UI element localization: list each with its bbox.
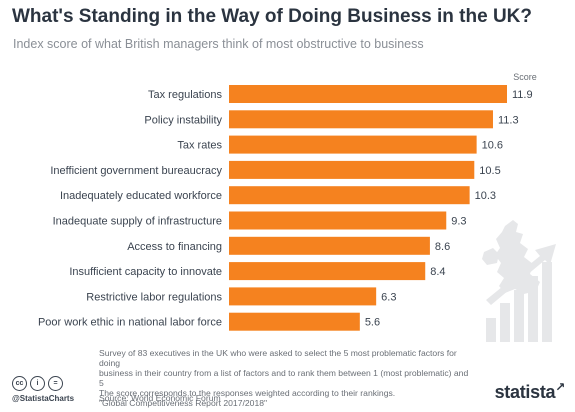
license-icons: cc i = — [12, 376, 63, 391]
value-column-header: Score — [513, 72, 537, 82]
value-label: 8.4 — [430, 266, 445, 278]
category-label: Inadequately educated workforce — [60, 190, 222, 202]
bar[interactable] — [229, 85, 507, 103]
category-label: Inadequate supply of infrastructure — [53, 216, 222, 228]
decor-bar — [542, 262, 552, 342]
arrow-icon — [486, 244, 556, 305]
creative-commons-icon[interactable]: cc — [12, 376, 27, 391]
value-label: 8.6 — [435, 241, 450, 253]
bar[interactable] — [229, 262, 426, 281]
decor-graphic — [482, 220, 556, 342]
brand-name: statista — [494, 382, 556, 402]
footnote-line: business in their country from a list of… — [99, 368, 469, 388]
category-label: Policy instability — [144, 114, 222, 126]
value-label: 6.3 — [381, 291, 396, 303]
bar-series: Tax regulations 11.9 Policy instability 11.… — [38, 85, 533, 331]
value-label: 5.6 — [365, 317, 380, 329]
bar[interactable] — [229, 211, 447, 230]
category-label: Insufficient capacity to innovate — [69, 266, 222, 278]
statista-logo[interactable]: statista↗ — [494, 380, 566, 403]
footnote-line: The score corresponds to the responses w… — [99, 388, 396, 398]
bar[interactable] — [229, 312, 360, 331]
value-label: 10.5 — [479, 165, 500, 177]
value-label: 10.6 — [482, 140, 503, 152]
bar[interactable] — [229, 186, 470, 205]
category-label: Inefficient government bureaucracy — [50, 165, 222, 177]
category-label: Access to financing — [127, 241, 222, 253]
value-label: 9.3 — [451, 216, 466, 228]
source-note: Source: World Economic Forum — [99, 393, 221, 403]
decor-bar — [514, 290, 524, 342]
bar[interactable] — [229, 160, 475, 179]
bar[interactable] — [229, 135, 477, 154]
category-label: Poor work ethic in national labor force — [38, 317, 222, 329]
decor-bar — [500, 303, 510, 342]
no-derivatives-icon[interactable]: = — [48, 376, 63, 391]
chart-title: What's Standing in the Way of Doing Busi… — [12, 6, 532, 27]
category-label: Tax rates — [177, 140, 222, 152]
bar[interactable] — [229, 287, 377, 306]
twitter-handle[interactable]: @StatistaCharts — [12, 394, 75, 403]
footnote-line: "Global Competitiveness Report 2017/2018… — [99, 398, 268, 408]
attribution-icon[interactable]: i — [30, 376, 45, 391]
bar[interactable] — [229, 236, 430, 255]
decor-bar — [528, 276, 538, 342]
footnote: Survey of 83 executives in the UK who we… — [99, 348, 474, 408]
category-label: Tax regulations — [148, 89, 222, 101]
brand-mark-icon: ↗ — [555, 380, 565, 394]
value-label: 11.9 — [512, 89, 533, 101]
decor-bar — [486, 318, 496, 342]
value-label: 10.3 — [475, 190, 496, 202]
bar[interactable] — [229, 110, 493, 129]
category-label: Restrictive labor regulations — [86, 291, 222, 303]
value-label: 11.3 — [498, 114, 519, 126]
chart-subtitle: Index score of what British managers thi… — [13, 37, 424, 51]
footnote-line: Survey of 83 executives in the UK who we… — [99, 348, 457, 368]
